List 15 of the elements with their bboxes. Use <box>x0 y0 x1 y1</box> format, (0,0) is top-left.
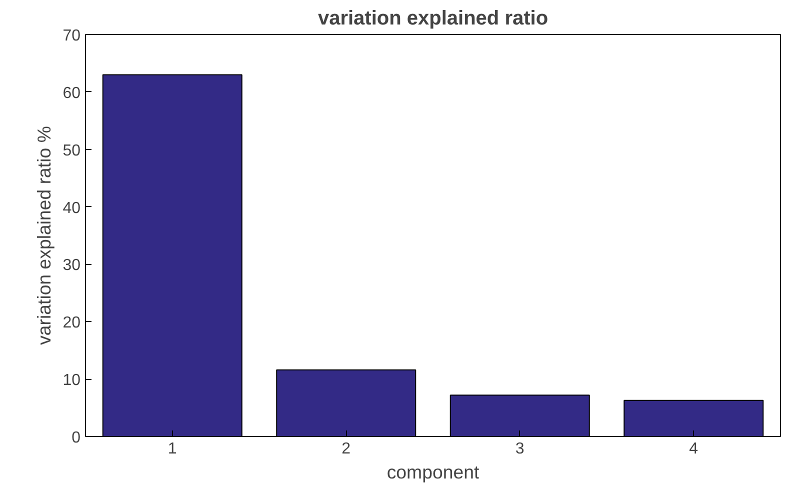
y-tick-label: 10 <box>62 372 81 390</box>
y-tick-label: 60 <box>62 84 81 102</box>
y-tick-label: 50 <box>62 142 81 160</box>
x-tick-label: 3 <box>515 440 524 458</box>
chart-title: variation explained ratio <box>318 8 548 30</box>
y-tick-label: 40 <box>62 200 81 217</box>
x-tick-label: 2 <box>342 440 351 458</box>
x-tick-label: 4 <box>689 440 698 458</box>
x-axis-title: component <box>386 462 480 482</box>
y-tick-label: 20 <box>62 314 81 332</box>
y-tick-label: 30 <box>62 257 81 274</box>
y-axis-title: variation explained ratio % <box>34 126 55 345</box>
y-tick-label: 70 <box>62 28 81 44</box>
y-tick-label: 0 <box>72 430 81 446</box>
x-tick-label: 1 <box>168 440 177 458</box>
